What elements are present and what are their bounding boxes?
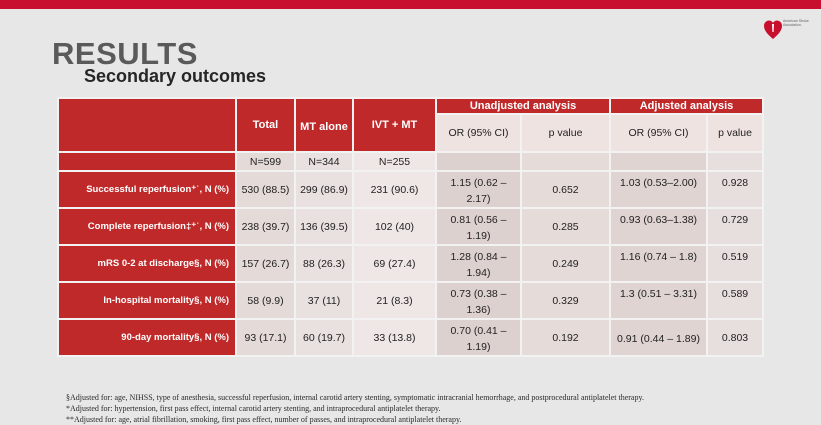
n-ivt: N=255: [352, 151, 437, 172]
row-label: Complete reperfusion‡⁺ˈ, N (%): [57, 207, 237, 246]
n-row-label: [57, 151, 237, 172]
aha-logo: American Stroke Association.: [763, 16, 815, 44]
header-adj-p: p value: [705, 113, 765, 153]
cell-p: 0.192: [520, 318, 611, 357]
cell-or-text: 1.28 (0.84 – 1.94): [450, 251, 507, 279]
cell-total: 93 (17.1): [235, 318, 296, 357]
cell-or: 0.81 (0.56 – 1.19): [435, 207, 522, 246]
header-total: Total: [235, 97, 296, 153]
slide-subtitle: Secondary outcomes: [84, 66, 267, 86]
table-row: mRS 0-2 at discharge§, N (%) 157 (26.7) …: [57, 244, 765, 283]
row-label: In-hospital mortality§, N (%): [57, 281, 237, 320]
cell-total: 238 (39.7): [235, 207, 296, 246]
cell-or-text: 0.81 (0.56 – 1.19): [450, 214, 507, 242]
header-mt-alone: MT alone: [294, 97, 354, 153]
cell-p: 0.249: [520, 244, 611, 283]
header-or: OR (95% CI): [435, 113, 522, 153]
cell-adj-or-text: 0.91 (0.44 – 1.89): [617, 333, 700, 345]
header-adjusted: Adjusted analysis: [608, 97, 765, 115]
table-row: Complete reperfusion‡⁺ˈ, N (%) 238 (39.7…: [57, 207, 765, 246]
cell-total: 58 (9.9): [235, 281, 296, 320]
logo-org-text: American Stroke Association.: [783, 19, 809, 27]
n-empty-p: [520, 151, 611, 172]
cell-ivt: 33 (13.8): [352, 318, 437, 357]
cell-mt: 88 (26.3): [294, 244, 354, 283]
footnote-double-star: **Adjusted for: age, atrial fibrillation…: [66, 415, 462, 424]
cell-or: 1.15 (0.62 – 2.17): [435, 170, 522, 209]
header-mt-alone-text: MT alone: [300, 120, 348, 133]
cell-total: 530 (88.5): [235, 170, 296, 209]
cell-adj-or: 1.3 (0.51 – 3.31): [609, 281, 708, 320]
cell-p: 0.652: [520, 170, 611, 209]
header-unadjusted: Unadjusted analysis: [435, 97, 611, 115]
cell-mt: 60 (19.7): [294, 318, 354, 357]
cell-p: 0.329: [520, 281, 611, 320]
footnote-section: §Adjusted for: age, NIHSS, type of anest…: [66, 393, 644, 402]
table-row: 90-day mortality§, N (%) 93 (17.1) 60 (1…: [57, 318, 765, 357]
cell-or: 0.70 (0.41 – 1.19): [435, 318, 522, 357]
cell-mt: 37 (11): [294, 281, 354, 320]
cell-mt: 136 (39.5): [294, 207, 354, 246]
footnotes: §Adjusted for: age, NIHSS, type of anest…: [66, 392, 816, 425]
cell-adj-p: 0.519: [705, 244, 765, 283]
n-total: N=599: [235, 151, 296, 172]
cell-or-text: 0.70 (0.41 – 1.19): [450, 325, 507, 353]
top-red-bar: [0, 0, 821, 9]
cell-adj-p: 0.803: [705, 318, 765, 357]
row-label: 90-day mortality§, N (%): [57, 318, 237, 357]
cell-mt: 299 (86.9): [294, 170, 354, 209]
cell-p: 0.285: [520, 207, 611, 246]
cell-adj-or: 1.03 (0.53–2.00): [609, 170, 708, 209]
n-empty-or: [435, 151, 522, 172]
cell-ivt: 69 (27.4): [352, 244, 437, 283]
header-p: p value: [520, 113, 611, 153]
cell-adj-or: 0.93 (0.63–1.38): [609, 207, 708, 246]
cell-adj-or: 1.16 (0.74 – 1.8): [609, 244, 708, 283]
header-ivt-mt: IVT + MT: [352, 97, 437, 153]
cell-ivt: 231 (90.6): [352, 170, 437, 209]
cell-adj-p: 0.729: [705, 207, 765, 246]
cell-adj-p: 0.928: [705, 170, 765, 209]
results-table: Total MT alone IVT + MT Unadjusted analy…: [57, 97, 765, 357]
heart-torch-icon: [764, 20, 782, 39]
slide-title: RESULTS: [52, 36, 198, 71]
row-label: Successful reperfusion⁺ˈ, N (%): [57, 170, 237, 209]
n-empty-adj-p: [705, 151, 765, 172]
cell-adj-or: 0.91 (0.44 – 1.89): [609, 318, 708, 357]
row-label: mRS 0-2 at discharge§, N (%): [57, 244, 237, 283]
footnote-star: *Adjusted for: hypertension, first pass …: [66, 404, 441, 413]
cell-or-text: 0.73 (0.38 – 1.36): [450, 288, 507, 316]
n-empty-adj-or: [609, 151, 708, 172]
cell-total: 157 (26.7): [235, 244, 296, 283]
cell-or: 1.28 (0.84 – 1.94): [435, 244, 522, 283]
table-row: In-hospital mortality§, N (%) 58 (9.9) 3…: [57, 281, 765, 320]
header-adj-or: OR (95% CI): [609, 113, 708, 153]
n-mt: N=344: [294, 151, 354, 172]
cell-or-text: 1.15 (0.62 – 2.17): [450, 177, 507, 205]
cell-adj-p: 0.589: [705, 281, 765, 320]
cell-ivt: 102 (40): [352, 207, 437, 246]
corner-cell: [57, 97, 237, 153]
table-row: Successful reperfusion⁺ˈ, N (%) 530 (88.…: [57, 170, 765, 209]
cell-or: 0.73 (0.38 – 1.36): [435, 281, 522, 320]
cell-ivt: 21 (8.3): [352, 281, 437, 320]
